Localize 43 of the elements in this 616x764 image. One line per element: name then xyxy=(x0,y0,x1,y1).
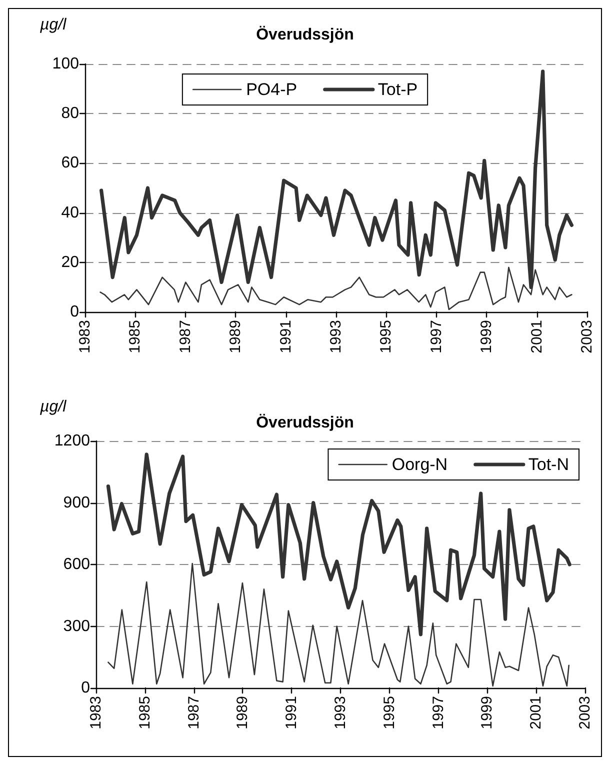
chart-title: Överudssjön xyxy=(256,26,354,44)
x-tick-label: 1985 xyxy=(126,320,144,354)
y-tick-label: 80 xyxy=(61,105,80,122)
y-tick-label: 1200 xyxy=(54,432,90,450)
y-tick-label: 900 xyxy=(63,494,90,512)
y-tick-label: 100 xyxy=(52,56,80,72)
x-tick-label: 1989 xyxy=(227,320,244,354)
y-tick-label: 0 xyxy=(81,680,90,696)
y-axis-title: µg/l xyxy=(39,398,67,416)
x-tick-label: 2001 xyxy=(528,320,546,354)
x-tick-label: 1993 xyxy=(328,320,344,354)
x-tick-label: 1991 xyxy=(283,696,300,730)
y-tick-label: 0 xyxy=(70,304,80,320)
x-tick-label: 2003 xyxy=(576,696,594,730)
legend-label: Oorg-N xyxy=(392,455,448,474)
x-tick-label: 1989 xyxy=(234,696,252,730)
y-axis-title: µg/l xyxy=(39,16,67,34)
x-tick-label: 1999 xyxy=(478,696,496,730)
x-tick-label: 1987 xyxy=(176,320,194,354)
x-tick-label: 1993 xyxy=(332,696,349,730)
y-tick-label: 60 xyxy=(61,154,80,172)
x-tick-label: 1983 xyxy=(88,696,104,730)
x-tick-label: 1983 xyxy=(76,320,94,354)
x-tick-label: 1987 xyxy=(185,696,202,730)
legend-label: Tot-N xyxy=(528,455,570,474)
line-series xyxy=(108,562,570,687)
y-tick-label: 20 xyxy=(61,254,80,271)
x-tick-label: 1995 xyxy=(378,320,395,354)
line-series xyxy=(106,452,572,636)
x-tick-label: 1999 xyxy=(478,320,496,354)
x-tick-label: 1997 xyxy=(430,696,447,730)
x-tick-label: 1997 xyxy=(428,320,445,354)
legend-label: Tot-P xyxy=(378,80,418,99)
x-tick-label: 1985 xyxy=(136,696,154,730)
y-tick-label: 300 xyxy=(63,618,90,635)
x-tick-label: 2003 xyxy=(578,320,596,354)
legend-label: PO4-P xyxy=(246,80,298,99)
y-tick-label: 40 xyxy=(61,204,80,222)
x-tick-label: 2001 xyxy=(528,696,545,730)
y-tick-label: 600 xyxy=(63,556,90,573)
chart-title: Överudssjön xyxy=(256,414,354,432)
x-tick-label: 1991 xyxy=(277,320,294,354)
x-tick-label: 1995 xyxy=(380,696,398,730)
